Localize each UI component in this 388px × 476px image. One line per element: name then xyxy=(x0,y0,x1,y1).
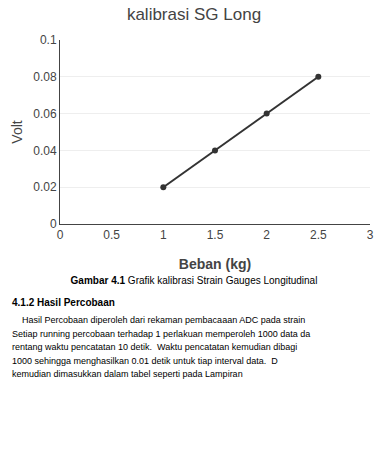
svg-text:0: 0 xyxy=(50,217,57,231)
svg-text:1.5: 1.5 xyxy=(207,228,224,242)
svg-text:0.5: 0.5 xyxy=(103,228,120,242)
svg-text:1: 1 xyxy=(160,228,167,242)
svg-text:0.02: 0.02 xyxy=(33,180,57,194)
svg-text:Volt: Volt xyxy=(9,120,25,143)
html-text:kemudian dimasukkan dalam tabe: kemudian dimasukkan dalam tabel seperti … xyxy=(12,369,243,379)
svg-text:0: 0 xyxy=(57,228,64,242)
html-text:rentang waktu pencatatan 10 de: rentang waktu pencatatan 10 detik. Waktu… xyxy=(12,342,298,352)
svg-text:2: 2 xyxy=(263,228,270,242)
html-text:1000 sehingga menghasilkan 0.0: 1000 sehingga menghasilkan 0.01 detik un… xyxy=(12,355,278,366)
svg-text:0.06: 0.06 xyxy=(33,107,57,121)
svg-text:Beban (kg): Beban (kg) xyxy=(179,256,251,272)
html-text:Setiap running percobaan terha: Setiap running percobaan terhadap 1 perl… xyxy=(12,328,311,339)
html-text:Hasil Percobaan diperoleh dari: Hasil Percobaan diperoleh dari rekaman p… xyxy=(12,315,306,325)
svg-text:0.1: 0.1 xyxy=(40,33,57,47)
svg-text:0.04: 0.04 xyxy=(33,144,57,158)
svg-text:kalibrasi SG Long: kalibrasi SG Long xyxy=(127,5,261,24)
html-text:4.1.2 Hasil Percobaan: 4.1.2 Hasil Percobaan xyxy=(12,297,115,308)
svg-text:0.08: 0.08 xyxy=(33,70,57,84)
svg-text:2.5: 2.5 xyxy=(310,228,327,242)
html-text:Gambar 4.1 Grafik kalibrasi St: Gambar 4.1 Grafik kalibrasi Strain Gauge… xyxy=(70,275,318,286)
svg-text:3: 3 xyxy=(367,228,374,242)
